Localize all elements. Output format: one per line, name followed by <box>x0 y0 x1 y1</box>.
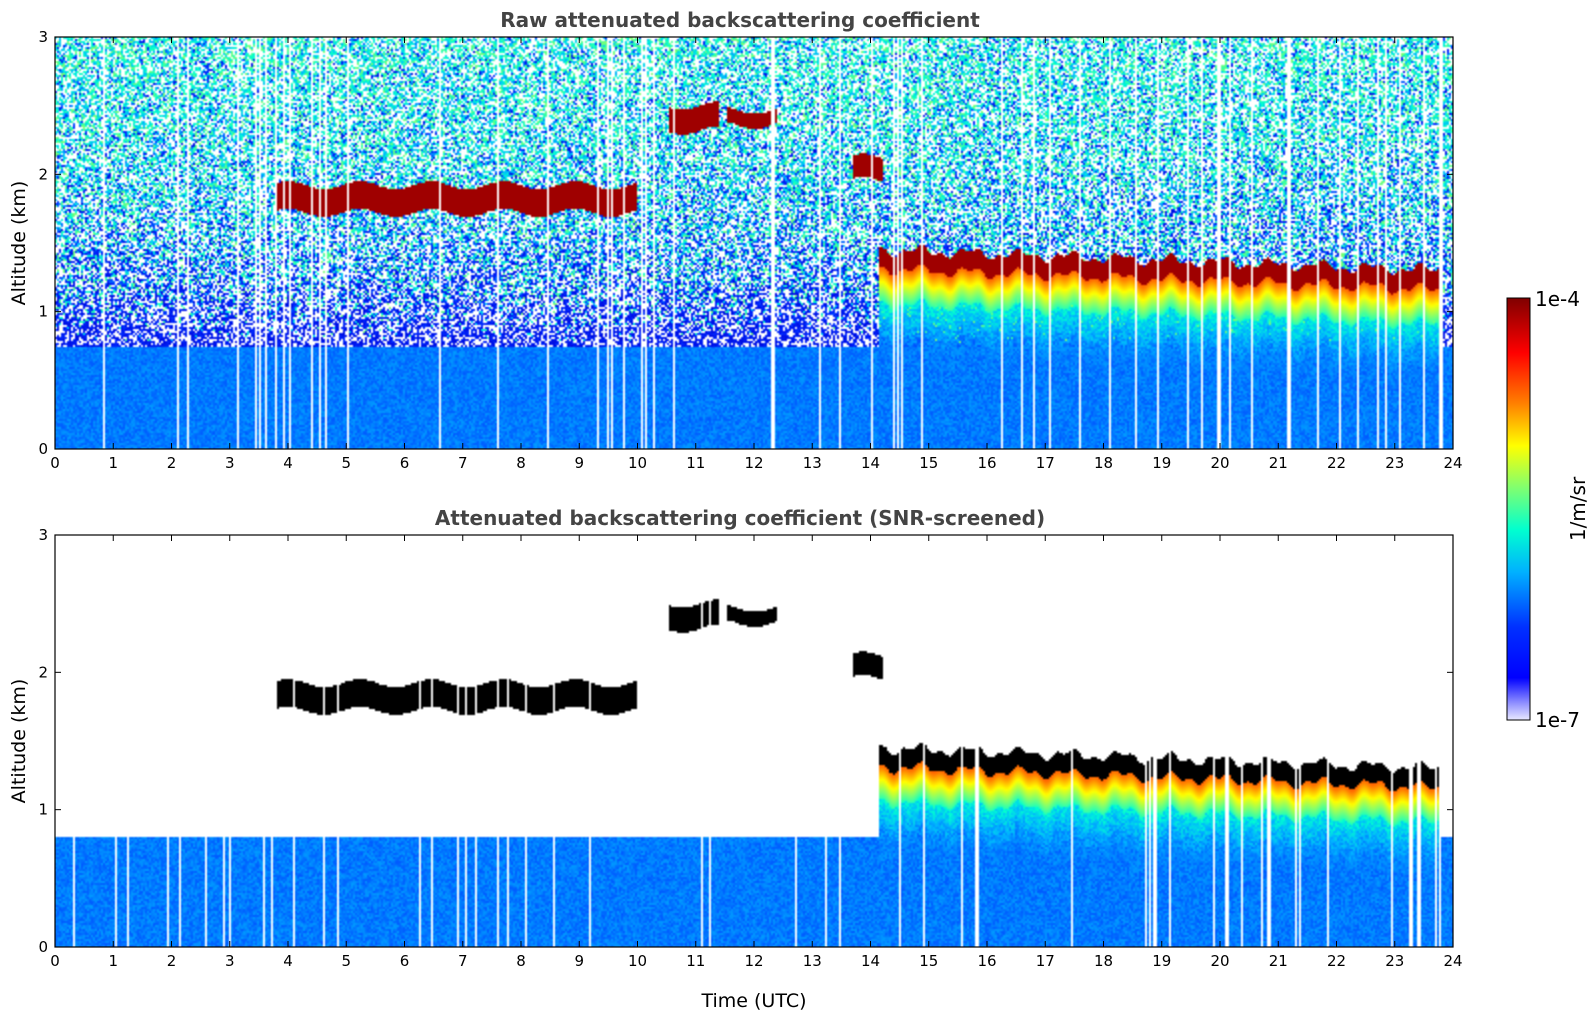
x-tick-label: 17 <box>1036 952 1055 970</box>
y-tick-label: 3 <box>38 28 48 46</box>
panel-title-screened: Attenuated backscattering coefficient (S… <box>435 506 1045 530</box>
x-tick-label: 17 <box>1036 454 1055 472</box>
panel-screened: Attenuated backscattering coefficient (S… <box>8 506 1463 1012</box>
x-tick-label: 4 <box>283 454 293 472</box>
y-tick-label: 1 <box>38 801 48 819</box>
x-tick-label: 14 <box>861 952 880 970</box>
x-tick-label: 5 <box>341 454 351 472</box>
x-tick-label: 15 <box>919 454 938 472</box>
panel-raw: Raw attenuated backscattering coefficien… <box>8 8 1463 472</box>
x-tick-label: 19 <box>1152 952 1171 970</box>
colorbar: 1e-4 1e-7 1/m/sr <box>1506 287 1590 732</box>
x-tick-label: 0 <box>50 454 60 472</box>
x-tick-label: 8 <box>516 454 526 472</box>
x-tick-label: 16 <box>977 952 996 970</box>
x-tick-label: 21 <box>1269 454 1288 472</box>
x-tick-label: 12 <box>744 952 763 970</box>
y-ticks-screened: 0 1 2 3 <box>38 526 1453 956</box>
x-tick-label: 18 <box>1094 952 1113 970</box>
y-tick-label: 0 <box>38 440 48 458</box>
x-tick-label: 19 <box>1152 454 1171 472</box>
x-tick-label: 2 <box>167 952 177 970</box>
x-tick-label: 4 <box>283 952 293 970</box>
x-tick-label: 7 <box>458 454 468 472</box>
x-tick-label: 6 <box>400 454 410 472</box>
heatmap-raw <box>55 37 1453 449</box>
x-axis-label: Time (UTC) <box>700 990 806 1012</box>
x-tick-label: 5 <box>341 952 351 970</box>
heatmap-screened <box>55 535 1453 947</box>
x-tick-label: 3 <box>225 952 235 970</box>
x-ticks-screened: 0 1 2 3 4 5 6 7 8 9 10 11 12 13 14 15 16 17 18 19 20 21 22 23 24 <box>50 535 1463 970</box>
x-tick-label: 1 <box>108 454 118 472</box>
x-tick-label: 9 <box>574 454 584 472</box>
x-tick-label: 13 <box>803 952 822 970</box>
x-tick-label: 23 <box>1385 454 1404 472</box>
x-tick-label: 18 <box>1094 454 1113 472</box>
y-tick-label: 2 <box>38 663 48 681</box>
y-axis-label-screened: Altitude (km) <box>8 679 30 804</box>
y-tick-label: 0 <box>38 938 48 956</box>
y-axis-label-raw: Altitude (km) <box>8 181 30 306</box>
x-tick-label: 21 <box>1269 952 1288 970</box>
x-tick-label: 20 <box>1210 454 1229 472</box>
x-tick-label: 2 <box>167 454 177 472</box>
x-tick-label: 14 <box>861 454 880 472</box>
x-tick-label: 22 <box>1327 454 1346 472</box>
x-tick-label: 3 <box>225 454 235 472</box>
x-ticks-raw: 0 1 2 3 4 5 6 7 8 9 10 11 12 13 14 15 16 17 18 19 20 21 22 23 24 <box>50 37 1463 472</box>
x-tick-label: 11 <box>686 454 705 472</box>
colorbar-min-label: 1e-7 <box>1535 708 1580 732</box>
x-tick-label: 7 <box>458 952 468 970</box>
panel-title-raw: Raw attenuated backscattering coefficien… <box>500 8 980 32</box>
x-tick-label: 11 <box>686 952 705 970</box>
x-tick-label: 6 <box>400 952 410 970</box>
x-tick-label: 20 <box>1210 952 1229 970</box>
colorbar-max-label: 1e-4 <box>1535 287 1580 311</box>
x-tick-label: 22 <box>1327 952 1346 970</box>
y-tick-label: 2 <box>38 165 48 183</box>
colorbar-unit-label: 1/m/sr <box>1566 476 1590 541</box>
x-tick-label: 10 <box>628 454 647 472</box>
x-tick-label: 12 <box>744 454 763 472</box>
y-ticks-raw: 0 1 2 3 <box>38 28 1453 458</box>
x-tick-label: 15 <box>919 952 938 970</box>
x-tick-label: 23 <box>1385 952 1404 970</box>
y-tick-label: 3 <box>38 526 48 544</box>
x-tick-label: 24 <box>1443 952 1462 970</box>
x-tick-label: 24 <box>1443 454 1462 472</box>
x-tick-label: 10 <box>628 952 647 970</box>
x-tick-label: 8 <box>516 952 526 970</box>
x-tick-label: 16 <box>977 454 996 472</box>
x-tick-label: 9 <box>574 952 584 970</box>
x-tick-label: 13 <box>803 454 822 472</box>
x-tick-label: 1 <box>108 952 118 970</box>
x-tick-label: 0 <box>50 952 60 970</box>
y-tick-label: 1 <box>38 303 48 321</box>
colorbar-gradient <box>1506 297 1531 721</box>
